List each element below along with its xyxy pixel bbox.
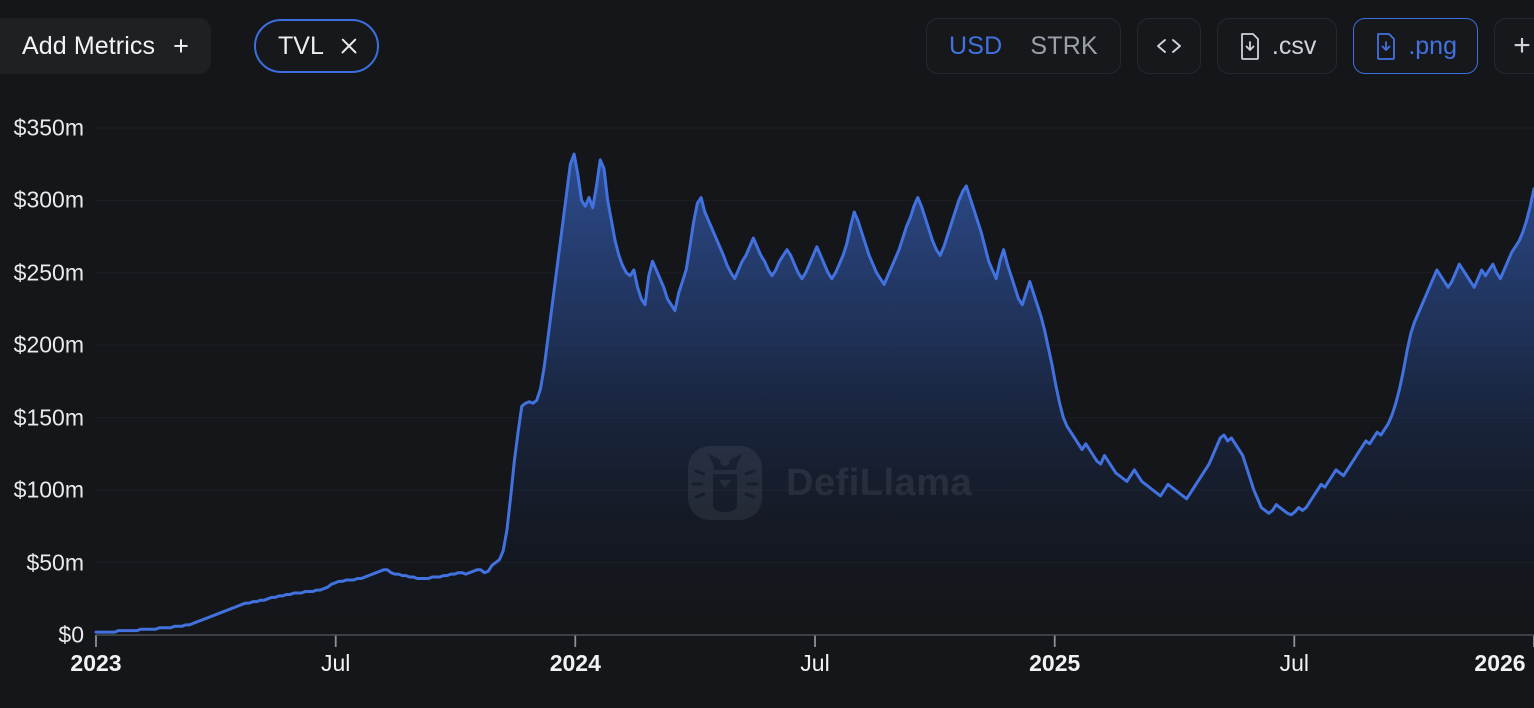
y-axis-tick-label: $250m xyxy=(13,259,84,286)
y-axis-tick-label: $200m xyxy=(13,331,84,358)
png-label: .png xyxy=(1408,31,1457,60)
chart-area-fill xyxy=(96,154,1534,635)
x-axis-tick-label: Jul xyxy=(1279,650,1309,676)
y-axis-tick-label: $350m xyxy=(13,114,84,141)
y-axis-labels: $0 $50m $100m $150m $200m $250m $300m $350m xyxy=(0,92,92,652)
y-axis-tick-label: $300m xyxy=(13,186,84,213)
chart-plot-svg xyxy=(94,127,1534,647)
download-file-icon xyxy=(1240,33,1259,60)
y-axis-tick-label: $150m xyxy=(13,404,84,431)
code-brackets-icon xyxy=(1156,39,1181,53)
plus-icon: + xyxy=(1513,29,1531,62)
x-axis-tick-label: Jul xyxy=(800,650,830,676)
currency-toggle[interactable]: USD STRK xyxy=(926,18,1121,74)
chart-axis-ticks xyxy=(95,635,1534,647)
close-icon[interactable] xyxy=(339,36,359,56)
add-chart-button[interactable]: + xyxy=(1494,18,1534,74)
download-png-button[interactable]: .png xyxy=(1353,18,1478,74)
add-metrics-label: Add Metrics xyxy=(22,31,156,60)
currency-option-strk[interactable]: STRK xyxy=(1030,31,1098,60)
download-csv-button[interactable]: .csv xyxy=(1216,18,1338,74)
y-axis-tick-label: $0 xyxy=(58,621,84,648)
x-axis-tick-label: 2024 xyxy=(549,650,601,676)
x-axis-tick-label: 2025 xyxy=(1029,650,1081,676)
metric-pill-tvl[interactable]: TVL xyxy=(254,19,379,73)
x-axis-tick-label: 2026 xyxy=(1474,650,1526,676)
y-axis-tick-label: $100m xyxy=(13,476,84,503)
x-axis-labels: 2023 Jul 2024 Jul 2025 Jul 2026 xyxy=(0,92,1534,708)
add-metrics-button[interactable]: Add Metrics + xyxy=(0,18,211,74)
embed-code-button[interactable] xyxy=(1136,18,1201,74)
chart-line xyxy=(94,152,1534,634)
x-axis-tick-label: 2023 xyxy=(70,650,122,676)
metric-pill-label: TVL xyxy=(278,31,324,60)
toolbar-right-group: USD STRK .csv xyxy=(926,18,1534,74)
download-file-icon xyxy=(1377,33,1396,60)
csv-label: .csv xyxy=(1271,31,1317,60)
tvl-area-chart[interactable]: DefiLlama $0$50m$100m$150m$200m$250m$300… xyxy=(0,92,1534,708)
x-axis-tick-label: Jul xyxy=(321,650,351,676)
y-axis-tick-label: $50m xyxy=(26,549,84,576)
chart-toolbar: Add Metrics + TVL USD STRK xyxy=(0,0,1534,92)
currency-option-usd[interactable]: USD xyxy=(949,31,1003,60)
plus-icon: + xyxy=(173,30,189,61)
